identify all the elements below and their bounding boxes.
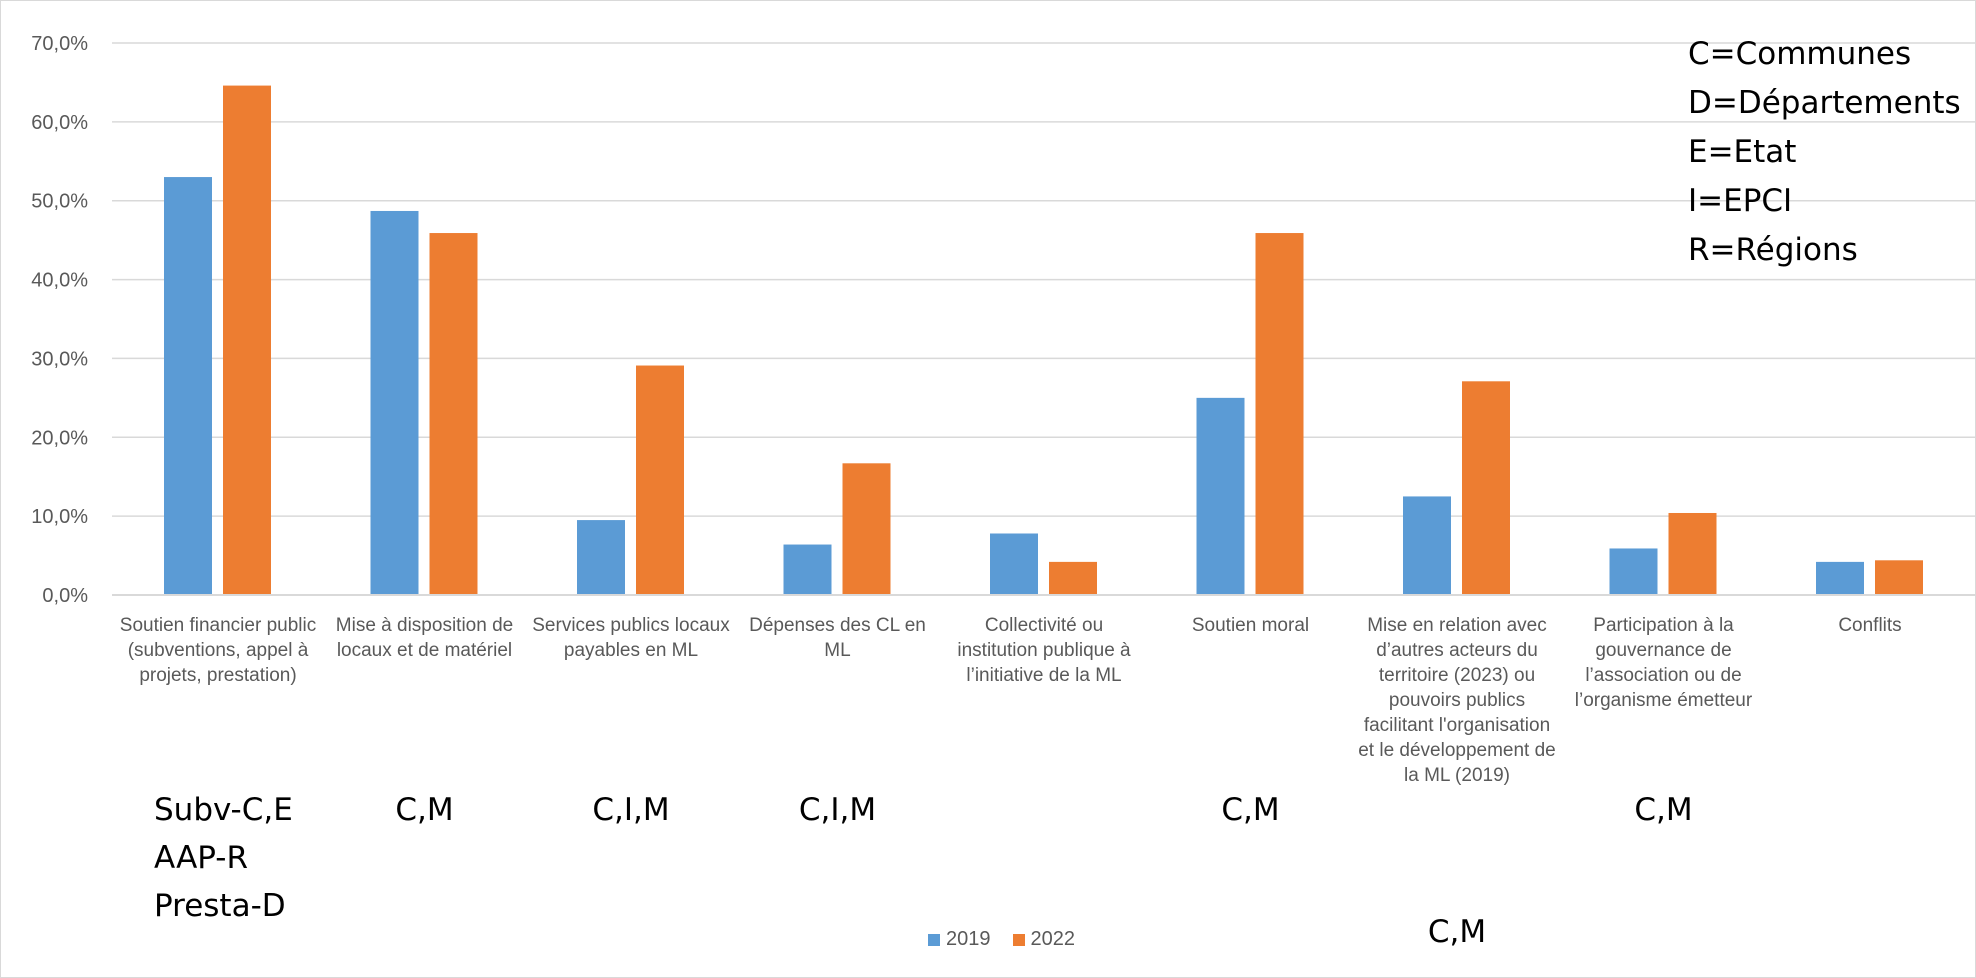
y-tick-label: 70,0% bbox=[31, 33, 88, 55]
bar-2022-3 bbox=[636, 365, 684, 595]
category-label: Dépenses des CL en ML bbox=[749, 615, 926, 661]
bar-2022-2 bbox=[429, 233, 478, 595]
key-line: D=Départements bbox=[1688, 85, 1961, 121]
bar-2022-5 bbox=[1049, 561, 1097, 595]
category-label: Mise à disposition de locaux et de matér… bbox=[335, 615, 514, 661]
category-label: Soutien moral bbox=[1191, 615, 1310, 636]
bar-2022-1 bbox=[223, 85, 271, 595]
legend-label: 2019 bbox=[946, 928, 991, 950]
y-tick-label: 30,0% bbox=[31, 348, 88, 370]
bar-2022-6 bbox=[1255, 233, 1304, 595]
legend-swatch bbox=[928, 933, 940, 946]
bar-2019-1 bbox=[164, 177, 212, 596]
y-tick-label: 20,0% bbox=[31, 427, 88, 449]
legend: 2019 2022 bbox=[928, 928, 1075, 951]
category-annotation: C,M bbox=[395, 792, 454, 828]
category-label: Services publics locaux payables en ML bbox=[532, 615, 730, 661]
bar-2022-4 bbox=[842, 463, 891, 595]
bar-2019-2 bbox=[370, 210, 419, 596]
legend-item-2019: 2019 bbox=[928, 928, 991, 951]
y-tick-label: 10,0% bbox=[31, 506, 88, 528]
category-label: Soutien financier public (subventions, a… bbox=[119, 615, 317, 686]
category-label: Collectivité ou institution publique à l… bbox=[957, 615, 1131, 686]
bar-2019-4 bbox=[783, 544, 832, 595]
gridlines bbox=[112, 42, 1976, 517]
y-tick-label: 40,0% bbox=[31, 270, 88, 292]
bar-2022-7 bbox=[1462, 381, 1510, 595]
bar-2019-8 bbox=[1609, 548, 1658, 595]
category-label: Participation à la gouvernance de l’asso… bbox=[1574, 615, 1753, 711]
category-annotation: C,M bbox=[1221, 792, 1280, 828]
key-line: R=Régions bbox=[1688, 232, 1858, 268]
category-annotation: Subv-C,E AAP-R Presta-D bbox=[154, 792, 293, 924]
y-axis-ticks: 0,0% 10,0% 20,0% 30,0% 40,0% 50,0% 60,0% 70,0% bbox=[31, 33, 88, 607]
bar-2019-7 bbox=[1403, 496, 1451, 595]
key-line: E=Etat bbox=[1688, 134, 1797, 170]
y-tick-label: 0,0% bbox=[42, 585, 88, 607]
key-line: I=EPCI bbox=[1688, 183, 1793, 219]
category-label: Conflits bbox=[1838, 615, 1902, 636]
category-annotation: C,M bbox=[1427, 914, 1487, 950]
key-line: C=Communes bbox=[1688, 36, 1912, 72]
category-label: Mise en relation avec d’autres acteurs d… bbox=[1358, 615, 1556, 786]
bar-2019-9 bbox=[1816, 561, 1864, 595]
bars bbox=[164, 85, 1923, 596]
y-tick-label: 60,0% bbox=[31, 112, 88, 134]
legend-label: 2022 bbox=[1030, 928, 1076, 950]
bar-2019-3 bbox=[577, 520, 625, 595]
category-annotation: C,I,M bbox=[592, 792, 670, 828]
category-annotation: C,I,M bbox=[798, 792, 877, 828]
legend-item-2022: 2022 bbox=[1012, 928, 1076, 951]
y-tick-label: 50,0% bbox=[31, 191, 88, 213]
bar-2022-9 bbox=[1875, 560, 1923, 595]
bar-2019-6 bbox=[1196, 397, 1245, 595]
bar-2019-5 bbox=[990, 533, 1038, 595]
legend-swatch bbox=[1012, 933, 1025, 946]
bar-2022-8 bbox=[1668, 512, 1717, 595]
abbreviation-key: C=Communes D=Départements E=Etat I=EPCI … bbox=[1688, 30, 1961, 275]
category-annotation: C,M bbox=[1634, 792, 1693, 828]
